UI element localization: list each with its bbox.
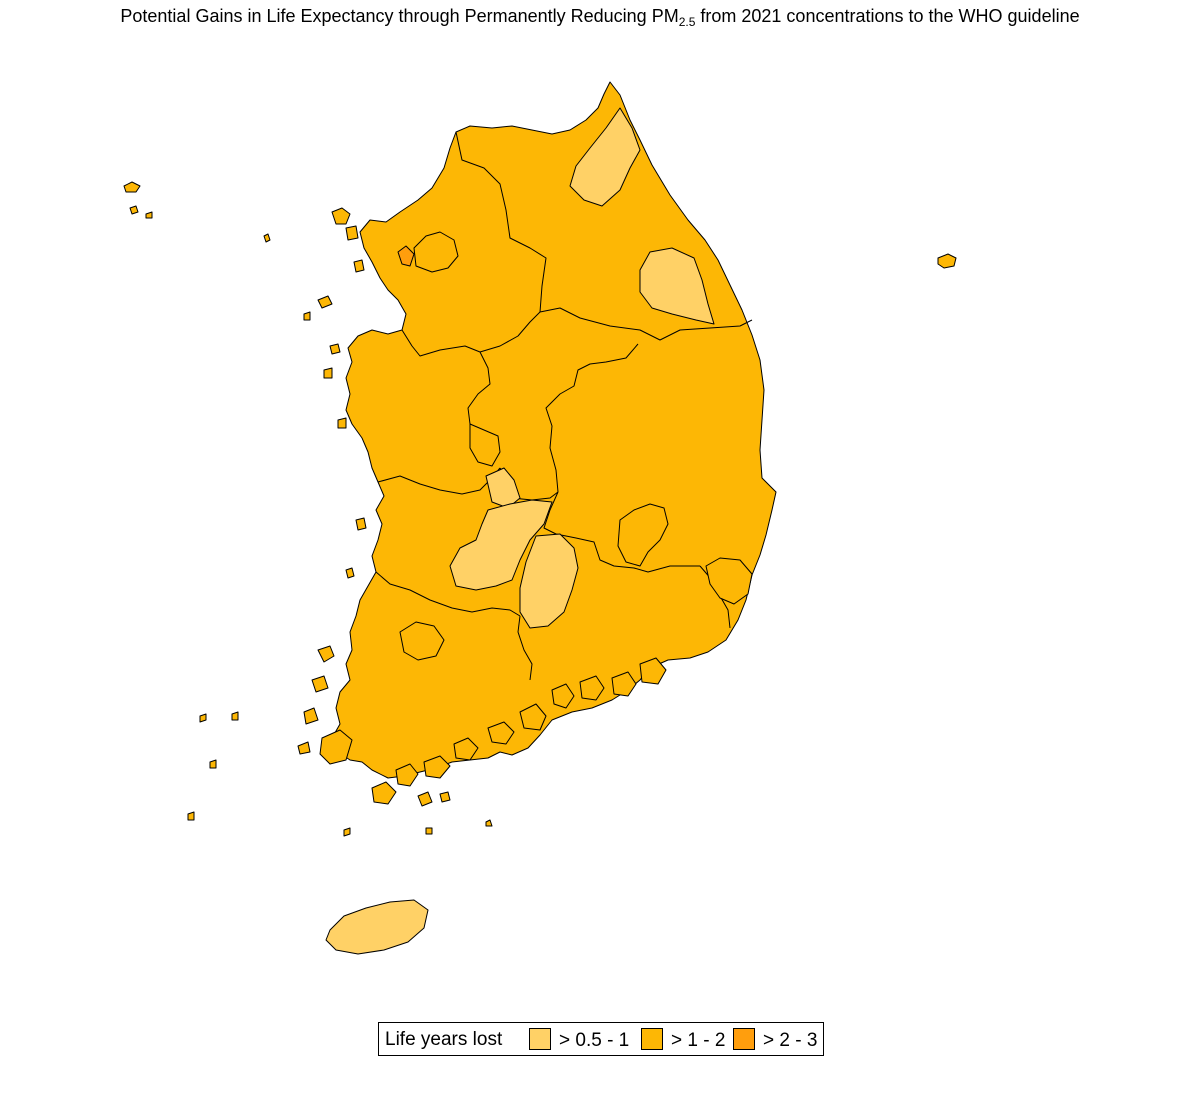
title-prefix: Potential Gains in Life Expectancy throu…	[120, 6, 679, 26]
seoul-area-region	[413, 231, 459, 273]
light-region-north	[569, 107, 641, 207]
southern-islands	[187, 645, 667, 837]
high-region	[397, 245, 415, 267]
light-region-southwest	[449, 499, 553, 591]
legend-label-low: > 0.5 - 1	[559, 1030, 630, 1051]
ulsan-region	[705, 557, 753, 605]
light-region-east	[639, 247, 715, 325]
gwangju-region	[399, 621, 445, 661]
western-islands	[123, 181, 367, 579]
legend-label-high: > 2 - 3	[763, 1030, 818, 1051]
daegu-region	[617, 503, 669, 567]
legend-swatch-high	[733, 1028, 755, 1050]
legend-swatch-low	[529, 1028, 551, 1050]
title-subscript: 2.5	[678, 15, 696, 29]
map-title: Potential Gains in Life Expectancy throu…	[0, 6, 1200, 29]
title-suffix: from 2021 concentrations to the WHO guid…	[695, 6, 1080, 26]
ulleung-island	[937, 253, 957, 269]
legend-label-mid: > 1 - 2	[671, 1030, 726, 1051]
light-region-south	[519, 533, 579, 629]
legend-swatch-mid	[641, 1028, 663, 1050]
province-boundaries	[375, 131, 753, 681]
light-region-center	[485, 467, 521, 509]
legend-title: Life years lost	[385, 1029, 503, 1050]
daejeon-region	[469, 423, 501, 467]
mainland	[331, 81, 777, 779]
jeju-island	[325, 899, 429, 955]
legend: Life years lost > 0.5 - 1 > 1 - 2 > 2 - …	[378, 1022, 824, 1056]
